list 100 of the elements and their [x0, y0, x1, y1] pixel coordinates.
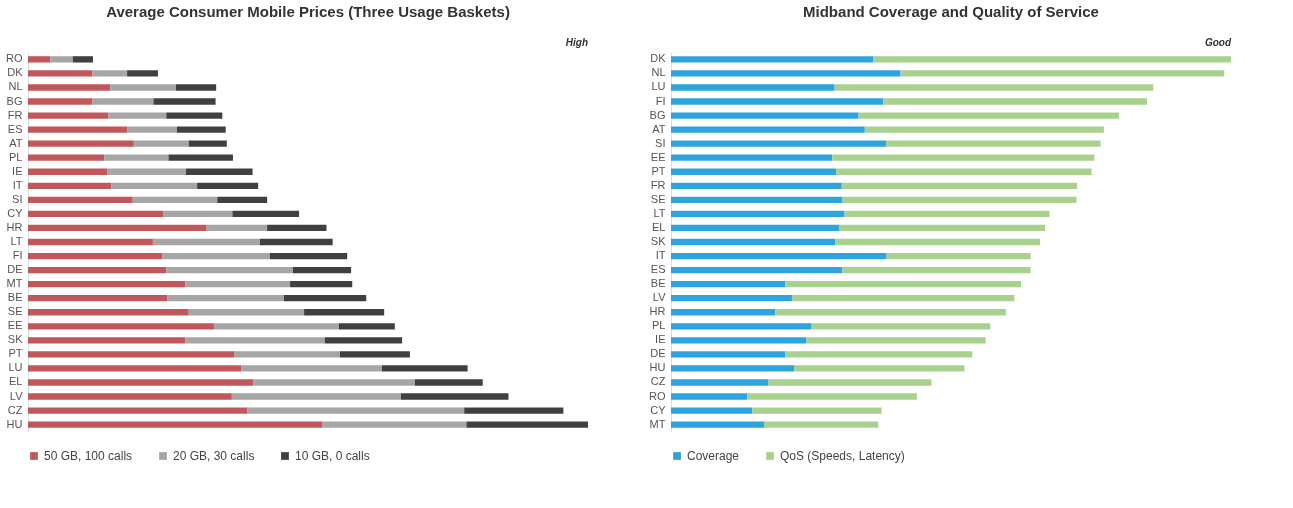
bar	[785, 280, 1021, 288]
bar	[152, 238, 260, 246]
y-tick-label: AT	[652, 122, 666, 135]
bar	[794, 365, 965, 372]
bar	[127, 126, 177, 133]
y-tick-label: AT	[9, 136, 23, 149]
y-tick-label: RO	[6, 52, 23, 65]
y-tick-label: CY	[650, 403, 667, 416]
bar	[886, 252, 1031, 260]
y-tick-label: ES	[650, 263, 666, 276]
bar	[28, 280, 186, 288]
y-tick-label: HU	[649, 361, 666, 374]
bar	[464, 407, 564, 414]
bar	[133, 140, 189, 147]
bar	[842, 196, 1077, 204]
bar	[671, 266, 843, 274]
y-tick-label: NL	[651, 66, 666, 79]
y-tick-label: SI	[12, 192, 23, 205]
y-tick-label: MT	[649, 417, 666, 430]
y-tick-label: DK	[650, 52, 667, 65]
bar	[247, 407, 465, 414]
bar	[166, 266, 293, 274]
bar	[671, 421, 764, 428]
bar	[414, 379, 483, 386]
bar	[28, 98, 93, 105]
bar	[269, 252, 348, 260]
y-tick-label: IE	[12, 164, 23, 177]
y-tick-label: IT	[655, 249, 666, 262]
bar	[28, 112, 109, 119]
bar	[188, 140, 227, 147]
y-tick-label: FI	[655, 94, 666, 107]
y-tick-label: HR	[6, 220, 23, 233]
bar	[28, 224, 207, 232]
bar	[864, 126, 1104, 133]
bar	[763, 421, 879, 428]
bar	[339, 351, 410, 358]
bar	[671, 365, 795, 372]
y-tick-label: HR	[649, 305, 666, 318]
bar	[197, 182, 259, 189]
legend-label: Coverage	[687, 449, 740, 463]
bar	[234, 351, 340, 358]
bar	[107, 168, 186, 175]
bar	[28, 365, 242, 372]
bar	[28, 182, 112, 189]
y-tick-label: PL	[652, 319, 666, 332]
legend-label: 10 GB, 0 calls	[295, 449, 370, 463]
y-tick-label: FR	[650, 178, 666, 191]
y-tick-label: SI	[655, 136, 666, 149]
y-tick-label: FI	[12, 249, 23, 262]
bar	[28, 421, 323, 428]
bar	[153, 98, 216, 105]
chart-title: Average Consumer Mobile Prices (Three Usage Baskets)	[106, 3, 510, 20]
bar	[28, 126, 128, 133]
bar	[28, 252, 163, 260]
bar	[858, 112, 1119, 119]
bar	[28, 393, 232, 400]
bar	[28, 168, 108, 175]
legend-label: 20 GB, 30 calls	[173, 449, 255, 463]
y-tick-label: CZ	[650, 375, 666, 388]
bar	[400, 393, 509, 400]
bar	[213, 323, 339, 330]
bar	[466, 421, 588, 428]
bar	[338, 323, 395, 330]
y-tick-label: RO	[649, 389, 666, 402]
y-tick-label: PL	[9, 150, 23, 163]
y-tick-label: EL	[9, 375, 23, 388]
bar	[671, 238, 836, 246]
bar	[267, 224, 327, 232]
bar	[28, 56, 51, 63]
bar	[775, 309, 1006, 316]
bar	[671, 224, 840, 232]
bar	[28, 337, 186, 344]
bar	[671, 84, 835, 91]
bar	[253, 379, 415, 386]
bar	[127, 70, 158, 77]
bar	[844, 210, 1050, 218]
bar	[671, 309, 776, 316]
bar	[108, 112, 167, 119]
bar	[671, 295, 792, 302]
bar	[132, 196, 218, 204]
y-tick-label: EE	[650, 150, 666, 163]
bar	[671, 351, 786, 358]
bar	[836, 168, 1092, 175]
y-tick-label: DE	[650, 347, 666, 360]
bar	[185, 280, 291, 288]
bar	[167, 295, 284, 302]
bar	[283, 295, 367, 302]
y-tick-label: LU	[8, 361, 23, 374]
bar	[28, 84, 111, 91]
text: Good	[1204, 37, 1232, 48]
text: High	[565, 37, 588, 48]
bar	[28, 238, 153, 246]
y-tick-label: CZ	[7, 403, 23, 416]
bar	[231, 393, 401, 400]
y-tick-label: FR	[7, 108, 23, 121]
bar	[110, 84, 176, 91]
bar	[381, 365, 468, 372]
bar	[259, 238, 333, 246]
bar	[175, 84, 217, 91]
bar	[671, 70, 901, 77]
